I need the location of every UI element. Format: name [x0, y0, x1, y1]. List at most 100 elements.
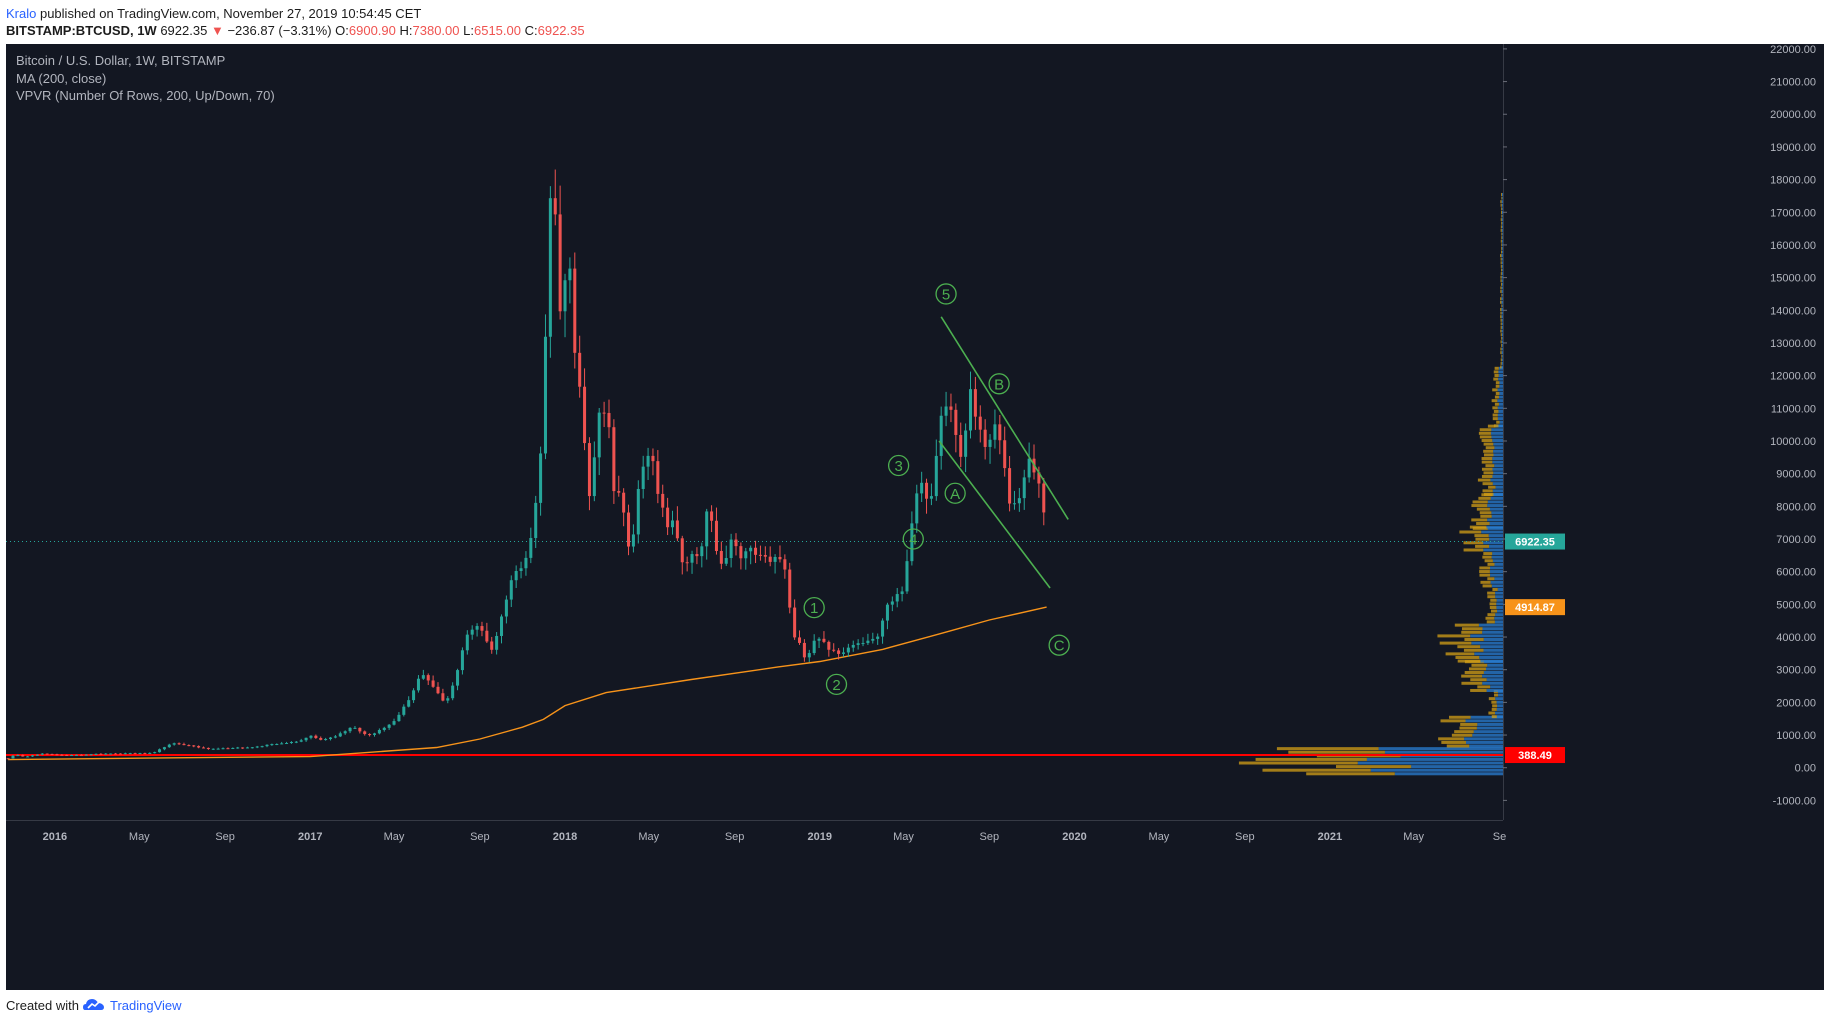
volume-profile-down-bar [1471, 518, 1488, 522]
volume-profile-up-bar [1501, 365, 1503, 369]
volume-profile-up-bar [1490, 431, 1503, 435]
wave-label-5: 5 [942, 286, 950, 303]
volume-profile-up-bar [1497, 588, 1503, 592]
candle-body [465, 634, 469, 651]
volume-profile-up-bar [1482, 681, 1503, 685]
candle-body [563, 280, 567, 312]
tradingview-brand[interactable]: TradingView [110, 998, 182, 1013]
volume-profile-down-bar [1255, 757, 1367, 761]
volume-profile-up-bar [1489, 507, 1503, 511]
volume-profile-up-bar [1501, 315, 1503, 319]
volume-profile-up-bar [1366, 757, 1503, 761]
volume-profile-down-bar [1482, 489, 1493, 493]
y-tick-label: 21000.00 [1770, 77, 1816, 89]
volume-profile-down-bar [1501, 304, 1503, 308]
volume-profile-up-bar [1487, 504, 1503, 508]
volume-profile-down-bar [1500, 347, 1502, 351]
open-value: 6900.90 [348, 23, 396, 38]
volume-profile-up-bar [1497, 388, 1503, 392]
volume-profile-up-bar [1494, 616, 1503, 620]
volume-profile-up-bar [1494, 620, 1503, 624]
candle-body [612, 427, 616, 492]
candle-body [793, 607, 797, 638]
candle-body [1027, 458, 1031, 478]
candle-body [79, 754, 83, 756]
x-tick-label: 2021 [1318, 831, 1342, 843]
candle-body [55, 754, 59, 756]
volume-profile-up-bar [1491, 435, 1503, 439]
volume-profile-down-bar [1500, 203, 1502, 207]
volume-profile-up-bar [1501, 225, 1503, 229]
volume-profile-up-bar [1494, 577, 1503, 581]
volume-profile-down-bar [1482, 482, 1493, 486]
candle-body [250, 747, 254, 749]
candle-body [685, 562, 689, 564]
volume-profile-down-bar [1451, 733, 1473, 737]
volume-profile-up-bar [1490, 496, 1503, 500]
volume-profile-up-bar [1492, 552, 1503, 556]
chart-header: Kralo published on TradingView.com, Nove… [0, 0, 1828, 44]
candle-body [934, 455, 938, 497]
volume-profile-down-bar [1483, 471, 1494, 475]
candle-body [299, 740, 303, 742]
x-tick-label: Sep [980, 831, 1000, 843]
candle-body [128, 753, 132, 755]
volume-profile-down-bar [1500, 210, 1502, 214]
volume-profile-up-bar [1502, 354, 1503, 358]
volume-profile-down-bar [1493, 370, 1499, 374]
candle-body [216, 748, 220, 750]
candle-body [333, 736, 337, 738]
volume-profile-up-bar [1497, 417, 1503, 421]
volume-profile-down-bar [1500, 261, 1502, 265]
volume-profile-up-bar [1490, 573, 1503, 577]
candle-body [138, 753, 142, 755]
candle-body [607, 412, 611, 428]
volume-profile-down-bar [1495, 391, 1500, 395]
volume-profile-up-bar [1497, 704, 1503, 708]
volume-profile-up-bar [1482, 674, 1503, 678]
candle-body [402, 706, 406, 715]
volume-profile-up-bar [1497, 406, 1503, 410]
candle-body [788, 569, 792, 608]
volume-profile-down-bar [1494, 366, 1499, 370]
volume-profile-down-bar [1479, 566, 1491, 570]
volume-profile-down-bar [1491, 715, 1497, 719]
volume-profile-down-bar [1483, 449, 1494, 453]
volume-profile-down-bar [1476, 507, 1490, 511]
candle-body [749, 547, 753, 552]
volume-profile-down-bar [1477, 478, 1491, 482]
volume-profile-up-bar [1502, 232, 1503, 236]
volume-profile-up-bar [1485, 667, 1503, 671]
volume-profile-down-bar [1500, 308, 1502, 311]
candle-body [543, 336, 547, 454]
volume-profile-up-bar [1502, 336, 1503, 340]
candle-body [714, 520, 718, 552]
volume-profile-down-bar [1488, 485, 1496, 489]
volume-profile-up-bar [1501, 311, 1503, 315]
volume-profile-down-bar [1488, 711, 1495, 715]
volume-profile-down-bar [1500, 275, 1502, 279]
volume-profile-up-bar [1494, 464, 1503, 468]
volume-profile-up-bar [1501, 325, 1503, 329]
candle-body [944, 406, 948, 416]
volume-profile-down-bar [1479, 428, 1492, 432]
wave-label-circle [825, 673, 848, 696]
candle-body [548, 198, 552, 337]
chart-area[interactable]: 1 2 3 4 5 A B C -1000.00 0.00 1000.00 2000.00 3000.0… [6, 44, 1824, 990]
candle-body [998, 424, 1002, 441]
author-link[interactable]: Kralo [6, 6, 37, 21]
volume-profile-up-bar [1501, 264, 1503, 268]
volume-profile-down-bar [1501, 232, 1503, 236]
publish-line: Kralo published on TradingView.com, Nove… [6, 6, 421, 21]
x-tick-label: May [129, 831, 150, 843]
volume-profile-up-bar [1478, 623, 1503, 627]
candle-body [275, 744, 279, 746]
volume-profile-down-bar [1500, 361, 1502, 365]
candle-body [670, 520, 675, 528]
price-chart[interactable]: 1 2 3 4 5 A B C -1000.00 0.00 1000.00 2000.00 3000.0… [6, 44, 1824, 990]
candle-body [6, 758, 10, 760]
candle-body [807, 653, 811, 658]
volume-profile-up-bar [1501, 228, 1503, 232]
volume-profile-up-bar [1487, 518, 1503, 522]
candle-body [719, 551, 723, 564]
